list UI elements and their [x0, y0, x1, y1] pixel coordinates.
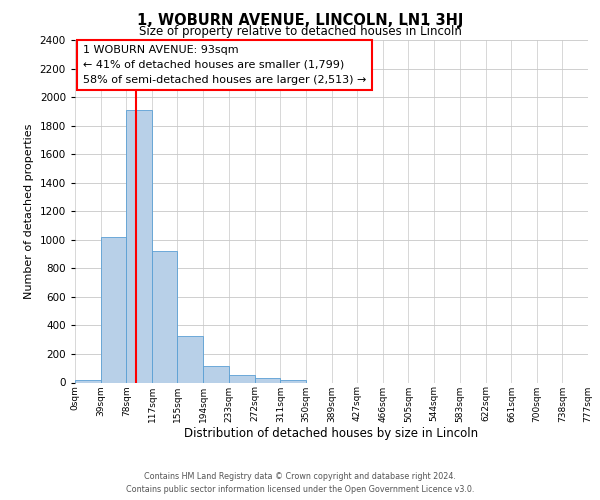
Text: Size of property relative to detached houses in Lincoln: Size of property relative to detached ho… — [139, 25, 461, 38]
Bar — [280, 380, 306, 382]
Bar — [229, 374, 254, 382]
Bar — [178, 336, 203, 382]
X-axis label: Distribution of detached houses by size in Lincoln: Distribution of detached houses by size … — [184, 427, 479, 440]
Text: 1 WOBURN AVENUE: 93sqm
← 41% of detached houses are smaller (1,799)
58% of semi-: 1 WOBURN AVENUE: 93sqm ← 41% of detached… — [83, 45, 366, 84]
Y-axis label: Number of detached properties: Number of detached properties — [24, 124, 34, 299]
Bar — [75, 380, 101, 382]
Bar — [203, 366, 229, 382]
Bar — [127, 110, 152, 382]
Text: Contains HM Land Registry data © Crown copyright and database right 2024.
Contai: Contains HM Land Registry data © Crown c… — [126, 472, 474, 494]
Bar — [101, 237, 127, 382]
Bar — [254, 378, 280, 382]
Bar — [152, 251, 178, 382]
Text: 1, WOBURN AVENUE, LINCOLN, LN1 3HJ: 1, WOBURN AVENUE, LINCOLN, LN1 3HJ — [137, 12, 463, 28]
